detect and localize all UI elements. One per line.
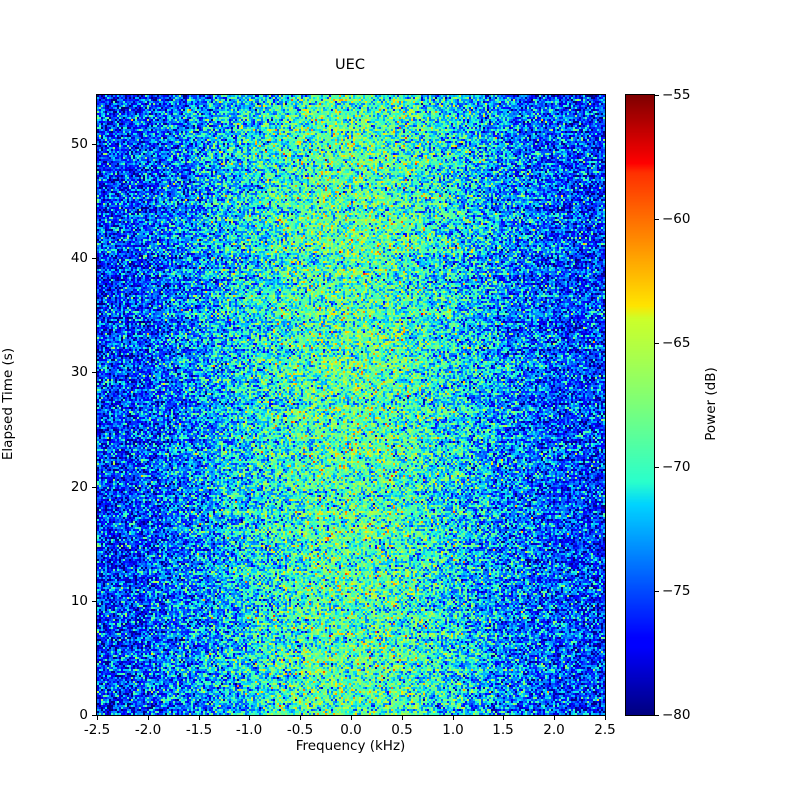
x-tick-label: 1.0 [442, 722, 464, 738]
colorbar-tick-mark [655, 467, 659, 468]
colorbar-tick-mark [655, 219, 659, 220]
y-tick-label: 20 [70, 479, 88, 495]
y-tick-label: 10 [70, 593, 88, 609]
x-tick-mark [453, 716, 454, 720]
x-tick-label: 2.5 [594, 722, 616, 738]
colorbar-gradient [626, 95, 654, 715]
x-tick-label: -2.0 [134, 722, 162, 738]
colorbar-tick-mark [655, 343, 659, 344]
x-tick-label: 0.5 [391, 722, 413, 738]
spectrogram-image [97, 95, 605, 715]
x-tick-mark [148, 716, 149, 720]
colorbar-tick-label: −75 [662, 583, 691, 599]
y-tick-label: 0 [79, 707, 88, 723]
colorbar-label: Power (dB) [703, 367, 719, 441]
spectrogram-plot-area [96, 94, 606, 716]
y-tick-mark [92, 144, 96, 145]
y-tick-mark [92, 258, 96, 259]
x-tick-mark [605, 716, 606, 720]
x-axis-label: Frequency (kHz) [295, 738, 406, 754]
x-tick-mark [402, 716, 403, 720]
x-tick-label: 1.5 [492, 722, 514, 738]
colorbar-tick-label: −55 [662, 87, 691, 103]
x-tick-mark [249, 716, 250, 720]
y-tick-mark [92, 715, 96, 716]
colorbar-tick-label: −70 [662, 459, 691, 475]
x-tick-mark [351, 716, 352, 720]
y-tick-mark [92, 601, 96, 602]
y-tick-label: 30 [70, 364, 88, 380]
colorbar-tick-mark [655, 591, 659, 592]
y-tick-label: 40 [70, 250, 88, 266]
x-tick-label: -2.5 [83, 722, 111, 738]
x-tick-label: 0.0 [340, 722, 362, 738]
x-tick-label: 2.0 [543, 722, 565, 738]
x-tick-mark [554, 716, 555, 720]
colorbar-tick-label: −60 [662, 211, 691, 227]
y-tick-mark [92, 487, 96, 488]
x-tick-mark [300, 716, 301, 720]
colorbar-tick-mark [655, 715, 659, 716]
title-line-station: UEC [335, 57, 365, 74]
x-tick-mark [97, 716, 98, 720]
colorbar-tick-label: −80 [662, 707, 691, 723]
x-tick-mark [199, 716, 200, 720]
y-axis-label: Elapsed Time (s) [0, 347, 16, 461]
colorbar [625, 94, 655, 716]
x-tick-label: -1.0 [235, 722, 263, 738]
y-tick-mark [92, 372, 96, 373]
x-tick-mark [503, 716, 504, 720]
x-tick-label: -0.5 [286, 722, 314, 738]
colorbar-tick-mark [655, 95, 659, 96]
colorbar-tick-label: −65 [662, 335, 691, 351]
y-tick-label: 50 [70, 136, 88, 152]
x-tick-label: -1.5 [185, 722, 213, 738]
